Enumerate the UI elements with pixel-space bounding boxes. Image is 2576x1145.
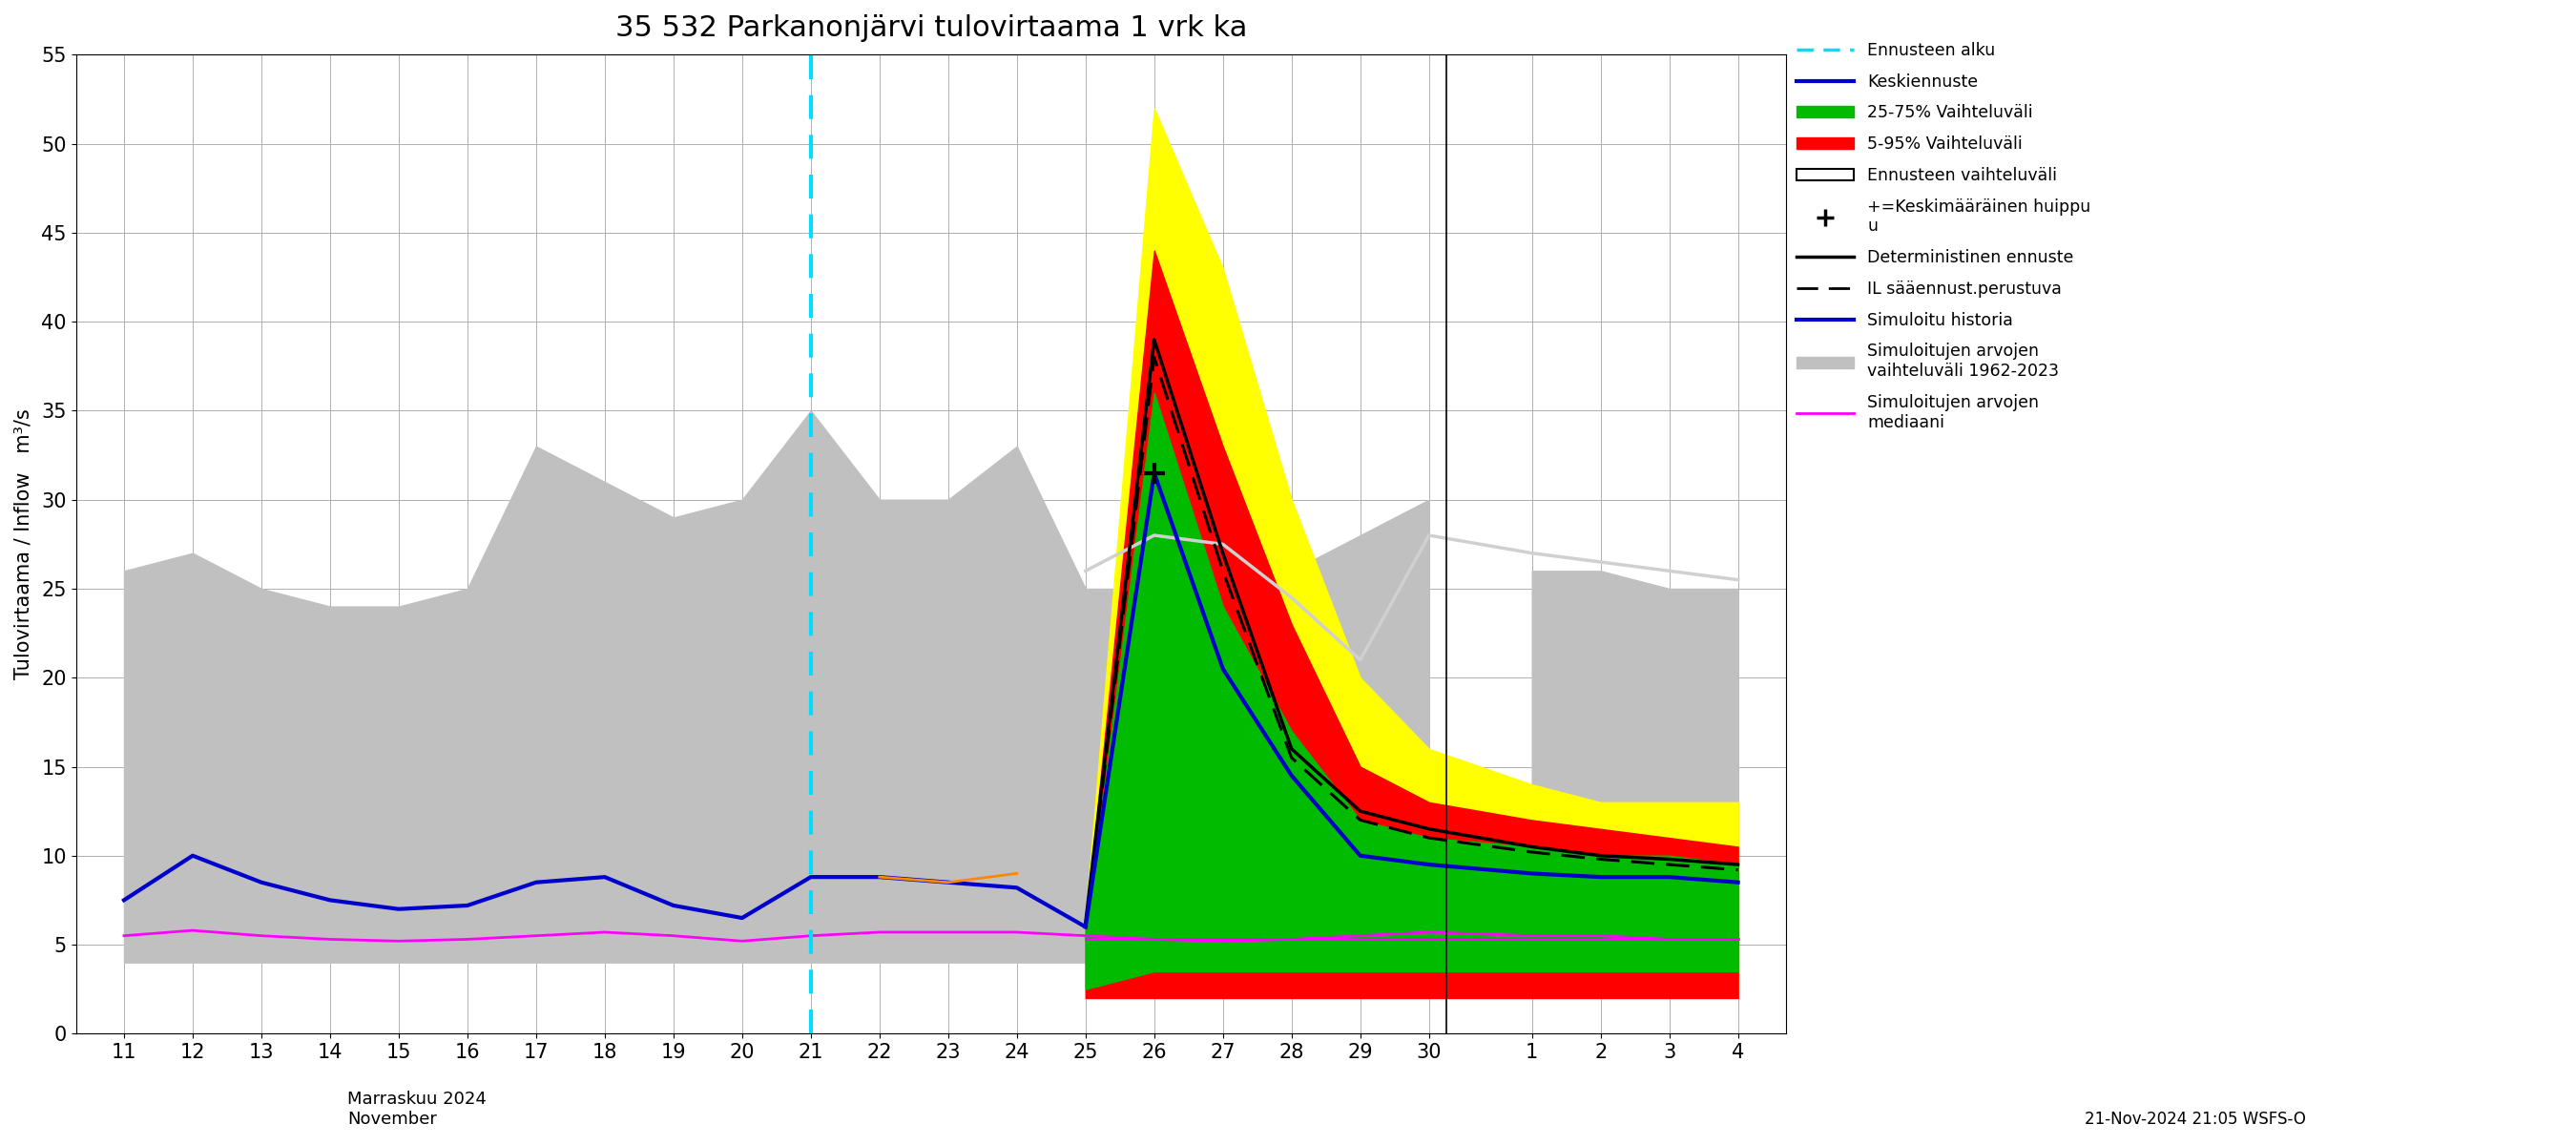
Text: 21-Nov-2024 21:05 WSFS-O: 21-Nov-2024 21:05 WSFS-O [2084,1111,2306,1128]
Y-axis label: Tulovirtaama / Inflow   m³/s: Tulovirtaama / Inflow m³/s [15,409,33,680]
Legend: Ennusteen alku, Keskiennuste, 25-75% Vaihteluväli, 5-95% Vaihteluväli, Ennusteen: Ennusteen alku, Keskiennuste, 25-75% Vai… [1790,35,2097,437]
Text: Marraskuu 2024
November: Marraskuu 2024 November [348,1091,487,1128]
Title: 35 532 Parkanonjärvi tulovirtaama 1 vrk ka: 35 532 Parkanonjärvi tulovirtaama 1 vrk … [616,14,1247,42]
